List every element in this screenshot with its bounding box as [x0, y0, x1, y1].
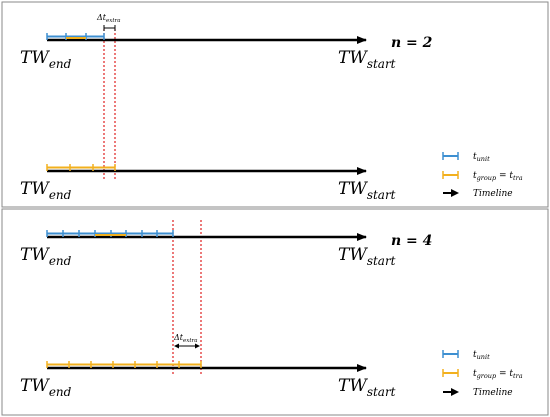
tw-start-label: TWstart [338, 48, 396, 71]
tw-end-label: TWend [20, 179, 72, 202]
legend-group-label: tgroup = ttra [473, 171, 523, 182]
tw-start-label: TWstart [338, 376, 396, 399]
group-segments [46, 164, 116, 171]
panel-n4: TWend TWstart n = 4 Δtextra TWend TWstar… [20, 220, 523, 399]
unit-segments [46, 230, 174, 237]
tw-end-label: TWend [20, 376, 72, 399]
panel-n2: Δtextra TWend TWstart n = 2 TWend [20, 13, 523, 202]
n-label: n = 4 [391, 233, 432, 249]
legend: tunit tgroup = ttra Timeline [442, 152, 523, 199]
legend-unit-label: tunit [473, 152, 490, 163]
double-arrow-icon [174, 343, 200, 349]
tw-end-label: TWend [20, 245, 72, 268]
legend-timeline-label: Timeline [473, 388, 513, 398]
panel-frame-top [1, 1, 549, 208]
panel-frame-bottom [1, 208, 549, 416]
arrow-right-icon [443, 388, 459, 396]
tw-end-label: TWend [20, 48, 72, 71]
blue-interval-icon [442, 152, 459, 160]
tw-start-label: TWstart [338, 179, 396, 202]
n-label: n = 2 [391, 35, 433, 51]
legend-timeline-label: Timeline [473, 189, 513, 199]
arrow-right-icon [443, 189, 459, 197]
legend: tunit tgroup = ttra Timeline [442, 350, 523, 398]
legend-group-label: tgroup = ttra [473, 369, 523, 380]
group-segments [46, 361, 202, 368]
yellow-interval-icon [442, 171, 459, 179]
legend-unit-label: tunit [473, 350, 490, 361]
delta-t-extra-label: Δtextra [173, 333, 197, 344]
blue-interval-icon [442, 350, 459, 358]
tw-start-label: TWstart [338, 245, 396, 268]
yellow-interval-icon [442, 369, 459, 377]
delta-t-extra-label: Δtextra [96, 13, 120, 24]
